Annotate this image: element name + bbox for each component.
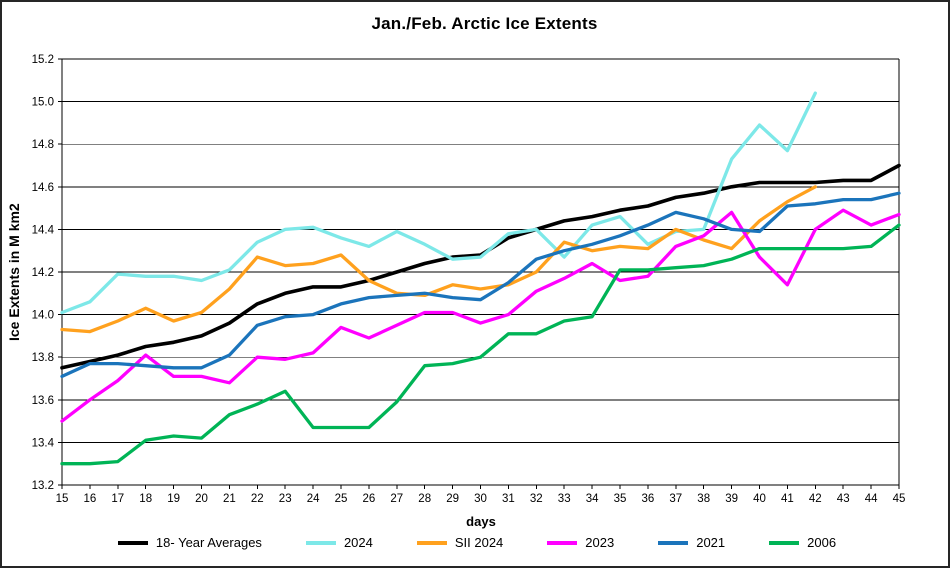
x-tick-label: 39 xyxy=(725,493,738,505)
x-tick-label: 32 xyxy=(530,493,543,505)
x-tick-label: 44 xyxy=(865,493,878,505)
x-tick-label: 25 xyxy=(335,493,348,505)
legend-swatch xyxy=(547,540,578,545)
y-tick-label: 14.4 xyxy=(32,224,55,236)
legend-label: 2021 xyxy=(696,535,726,550)
x-tick-label: 43 xyxy=(837,493,850,505)
x-tick-label: 16 xyxy=(84,493,97,505)
series-line-2024 xyxy=(60,91,817,315)
y-tick-label: 15.2 xyxy=(32,54,54,66)
x-tick-label: 23 xyxy=(279,493,292,505)
legend-swatch xyxy=(769,540,800,545)
x-tick-label: 21 xyxy=(223,493,236,505)
series-line-2021 xyxy=(60,191,901,379)
legend-item-2024: 2024 xyxy=(305,535,373,550)
y-tick-label: 13.6 xyxy=(32,395,54,407)
legend-label: SII 2024 xyxy=(454,535,504,550)
legend-item-18--year-averages: 18- Year Averages xyxy=(117,535,262,550)
x-tick-label: 18 xyxy=(139,493,152,505)
legend: 18- Year Averages 2024 SII 2024 2023 2021 200… xyxy=(2,535,948,550)
x-tick-label: 28 xyxy=(418,493,431,505)
series-line-sii-2024 xyxy=(60,185,817,334)
x-tick-label: 20 xyxy=(195,493,208,505)
legend-swatch xyxy=(117,540,148,545)
legend-label: 2024 xyxy=(343,535,373,550)
y-tick-label: 14.8 xyxy=(32,139,54,151)
legend-swatch xyxy=(416,540,447,545)
series-line-2023 xyxy=(60,208,901,423)
y-tick-label: 15.0 xyxy=(32,97,54,109)
x-tick-label: 24 xyxy=(307,493,320,505)
x-tick-label: 22 xyxy=(251,493,264,505)
x-tick-label: 19 xyxy=(167,493,180,505)
chart-title: Jan./Feb. Arctic Ice Extents xyxy=(371,14,598,33)
x-tick-label: 17 xyxy=(111,493,124,505)
y-tick-label: 13.4 xyxy=(32,437,55,449)
legend-label: 2023 xyxy=(585,535,615,550)
x-tick-label: 36 xyxy=(642,493,655,505)
legend-item-2023: 2023 xyxy=(547,535,614,550)
series-line-2006 xyxy=(60,223,901,466)
legend-item-sii-2024: SII 2024 xyxy=(416,535,504,550)
y-tick-label: 14.6 xyxy=(32,182,54,194)
x-axis-title: days xyxy=(466,514,496,529)
legend-swatch xyxy=(658,540,689,545)
x-tick-label: 41 xyxy=(781,493,794,505)
x-tick-label: 45 xyxy=(893,493,906,505)
x-tick-label: 26 xyxy=(363,493,376,505)
y-tick-label: 14.2 xyxy=(32,267,54,279)
x-tick-label: 27 xyxy=(390,493,403,505)
x-tick-label: 30 xyxy=(474,493,487,505)
x-tick-label: 35 xyxy=(614,493,627,505)
legend-item-2021: 2021 xyxy=(658,535,725,550)
legend-label: 18- Year Averages xyxy=(155,535,262,550)
legend-item-2006: 2006 xyxy=(769,535,836,550)
legend-swatch xyxy=(305,540,336,545)
x-tick-label: 42 xyxy=(809,493,822,505)
x-tick-label: 29 xyxy=(446,493,459,505)
x-tick-label: 33 xyxy=(558,493,571,505)
x-tick-label: 37 xyxy=(669,493,682,505)
x-tick-label: 40 xyxy=(753,493,766,505)
x-tick-label: 31 xyxy=(502,493,515,505)
x-tick-label: 34 xyxy=(586,493,599,505)
x-tick-label: 15 xyxy=(56,493,69,505)
y-tick-label: 14.0 xyxy=(32,310,54,322)
series-line-18--year-averages xyxy=(60,163,901,370)
legend-label: 2006 xyxy=(807,535,837,550)
y-tick-label: 13.2 xyxy=(32,480,54,492)
x-tick-label: 38 xyxy=(697,493,710,505)
y-tick-label: 13.8 xyxy=(32,352,54,364)
